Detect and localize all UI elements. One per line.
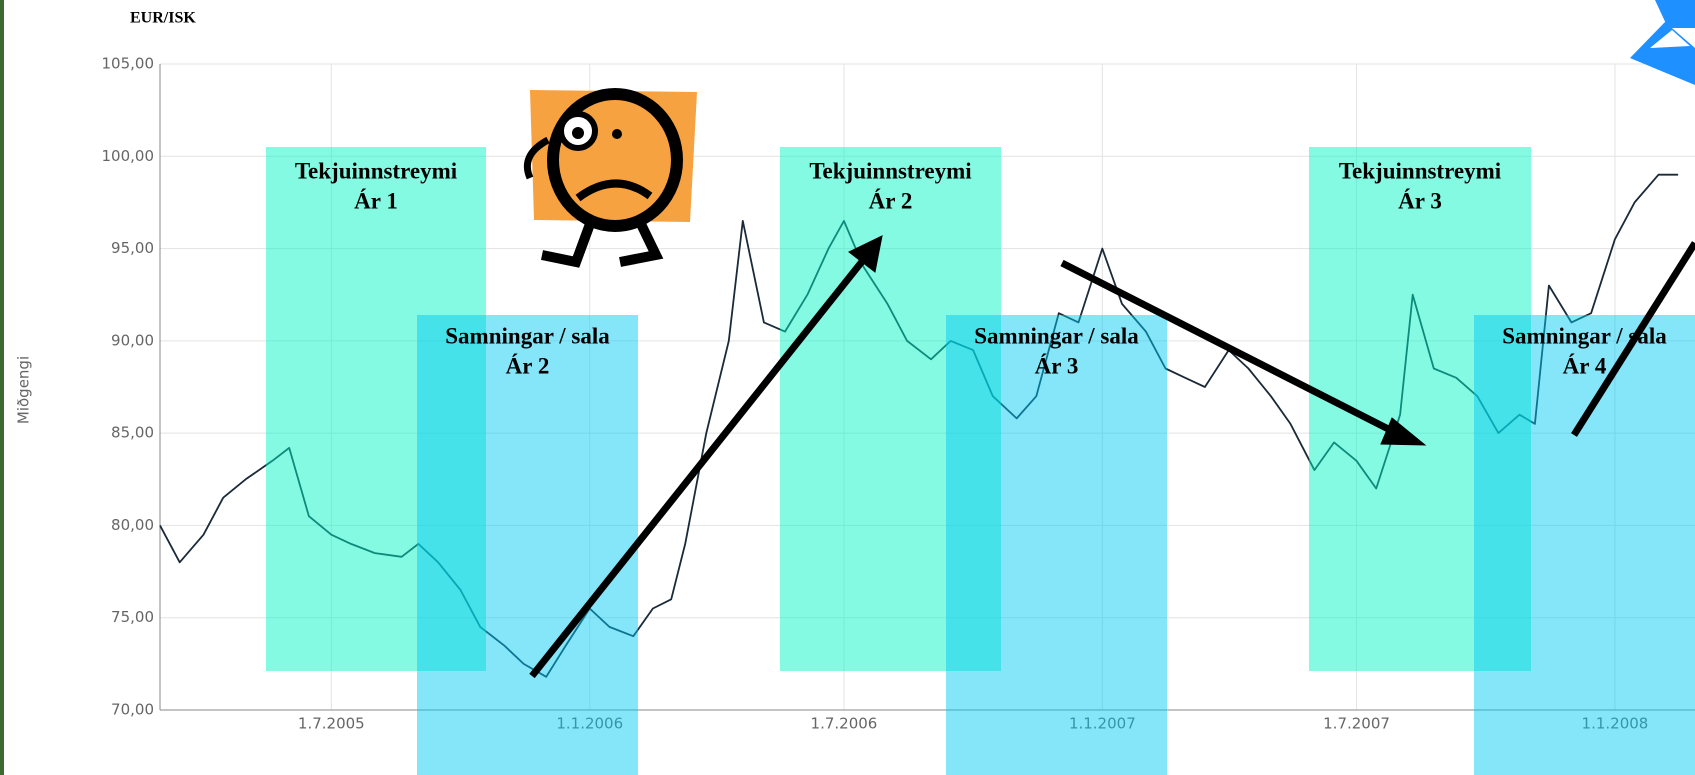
x-tick-label: 1.7.2006 bbox=[811, 715, 878, 733]
y-tick-label: 80,00 bbox=[111, 516, 154, 534]
period-label: Ár 3 bbox=[1035, 353, 1079, 378]
y-tick-label: 100,00 bbox=[102, 147, 155, 165]
period-boxes bbox=[266, 147, 1695, 775]
arrow-head bbox=[848, 235, 883, 273]
x-tick-label: 1.1.2007 bbox=[1069, 715, 1136, 733]
period-labels: Tekjuinnstreymi Ár 1 Samningar / sala Ár 2 T… bbox=[295, 158, 1667, 378]
period-box bbox=[946, 315, 1167, 775]
y-tick-label: 90,00 bbox=[111, 331, 154, 349]
leg bbox=[540, 222, 595, 268]
leg bbox=[619, 219, 664, 267]
x-tick-label: 1.1.2008 bbox=[1582, 715, 1649, 733]
eye bbox=[612, 129, 622, 139]
logo-shape bbox=[1630, 22, 1695, 85]
arrow-head bbox=[1380, 417, 1427, 446]
pupil bbox=[572, 127, 584, 139]
y-tick-label: 105,00 bbox=[102, 55, 155, 73]
grid: 70,00 75,00 80,00 85,00 90,00 95,00 100,00 105,… bbox=[102, 55, 1695, 733]
y-tick-label: 85,00 bbox=[111, 424, 154, 442]
trend-arrows bbox=[529, 235, 1695, 679]
arrow bbox=[1571, 241, 1695, 437]
arrow bbox=[1060, 259, 1402, 439]
mouth bbox=[575, 179, 653, 202]
period-label: Ár 2 bbox=[869, 188, 913, 213]
period-label: Samningar / sala bbox=[974, 323, 1139, 348]
arrow bbox=[529, 251, 871, 679]
price-line bbox=[159, 173, 1679, 678]
period-label: Tekjuinnstreymi bbox=[1339, 158, 1502, 183]
chart-title: EUR/ISK bbox=[130, 10, 196, 27]
x-tick-label: 1.7.2005 bbox=[298, 715, 365, 733]
sweat bbox=[523, 136, 550, 180]
y-tick-label: 95,00 bbox=[111, 239, 154, 257]
period-box bbox=[1474, 315, 1695, 775]
period-label: Tekjuinnstreymi bbox=[295, 158, 458, 183]
x-tick-label: 1.7.2007 bbox=[1323, 715, 1390, 733]
period-label: Ár 4 bbox=[1563, 353, 1607, 378]
period-label: Ár 2 bbox=[506, 353, 550, 378]
period-label: Tekjuinnstreymi bbox=[809, 158, 972, 183]
period-box bbox=[417, 315, 638, 775]
cartoon-face bbox=[523, 88, 697, 268]
period-label: Ár 1 bbox=[354, 188, 398, 213]
period-label: Ár 3 bbox=[1398, 188, 1442, 213]
period-label: Samningar / sala bbox=[445, 323, 610, 348]
logo-shape bbox=[1655, 0, 1695, 28]
plot bbox=[159, 173, 1679, 678]
logo-shape bbox=[1650, 30, 1690, 48]
y-axis-label: Miðgengi bbox=[15, 356, 33, 424]
left-edge bbox=[0, 0, 4, 775]
logo bbox=[1630, 0, 1695, 85]
x-tick-label: 1.1.2006 bbox=[556, 715, 623, 733]
y-tick-label: 70,00 bbox=[111, 701, 154, 719]
period-box bbox=[266, 147, 486, 671]
period-box bbox=[780, 147, 1001, 671]
y-tick-label: 75,00 bbox=[111, 608, 154, 626]
